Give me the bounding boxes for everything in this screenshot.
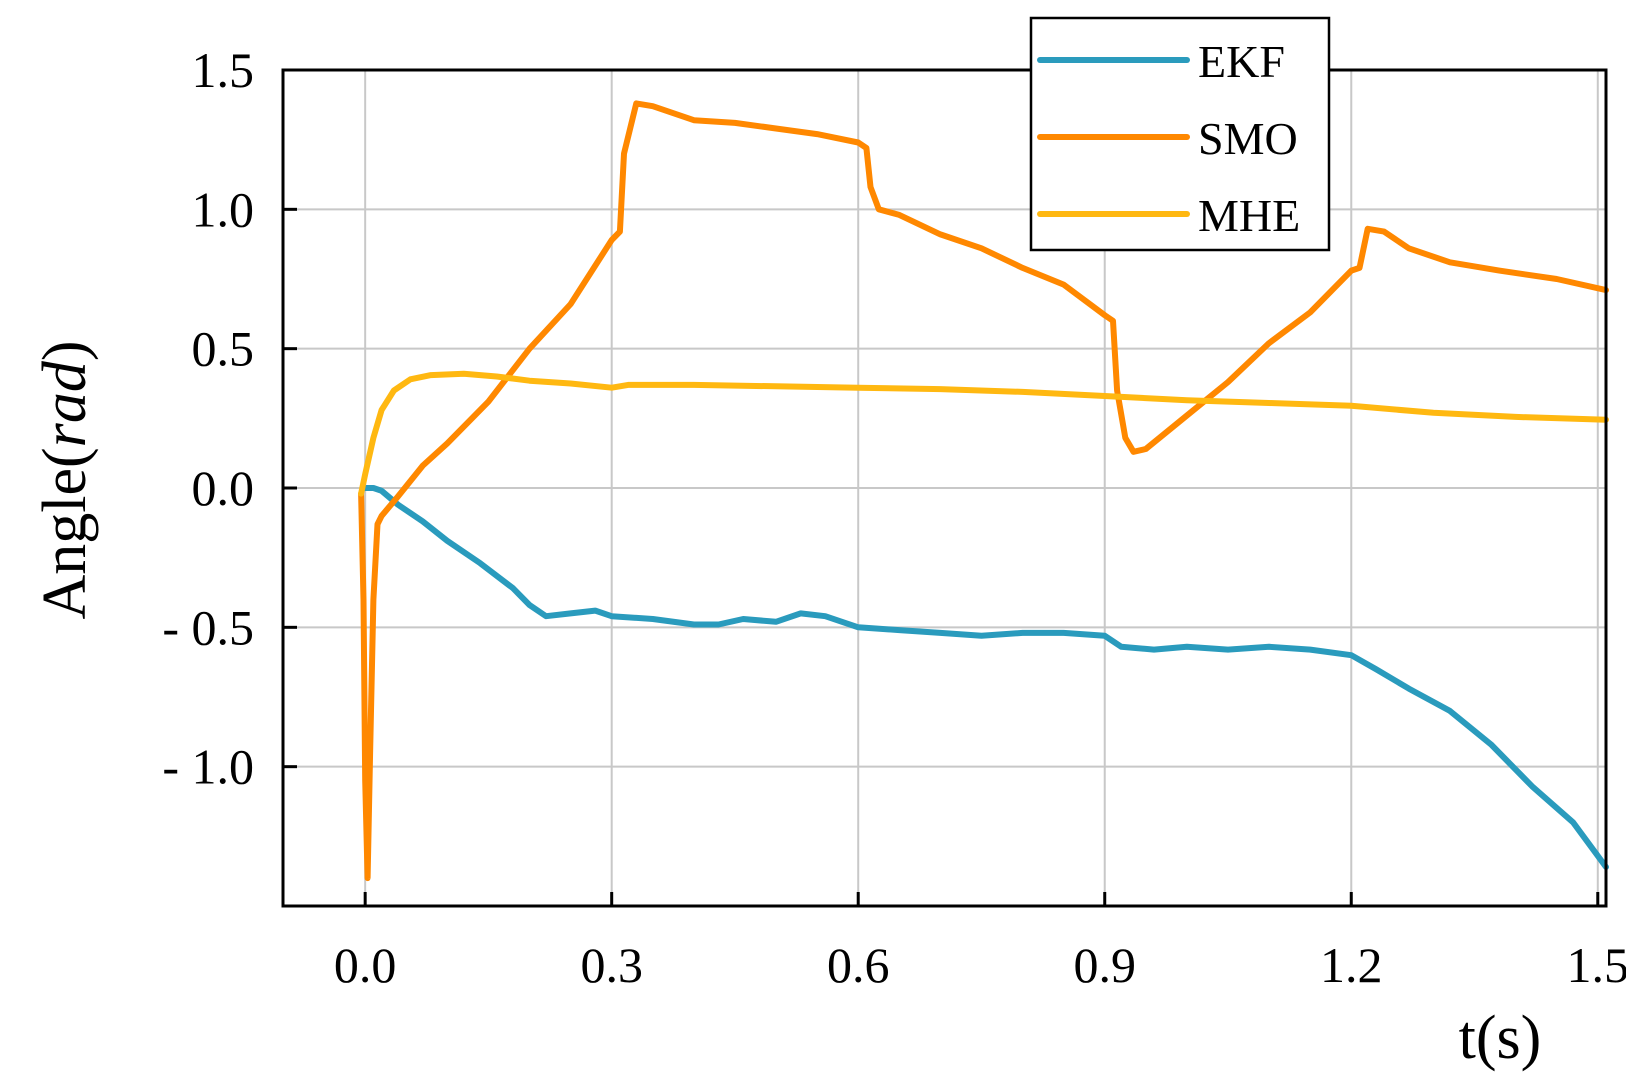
axis-ticks — [283, 68, 1600, 906]
x-axis-title: t(s) — [1459, 1004, 1542, 1072]
series-line-ekf — [362, 485, 1609, 870]
y-axis-title: Angle(rad) — [31, 341, 99, 620]
y-tick-label: - 0.5 — [162, 599, 254, 655]
x-tick-label: 0.0 — [334, 937, 397, 993]
y-axis-title-unit: rad — [31, 360, 99, 447]
x-tick-label: 0.9 — [1073, 937, 1136, 993]
legend: EKF SMO MHE — [1029, 16, 1331, 252]
y-axis-title-suffix: ) — [31, 341, 99, 362]
x-tick-label: 0.3 — [580, 937, 643, 993]
series-line-mhe — [358, 370, 1609, 497]
x-tick-label: 1.2 — [1320, 937, 1383, 993]
y-tick-label: 0.5 — [192, 321, 255, 377]
series-layer — [358, 100, 1609, 882]
y-axis-title-prefix: Angle( — [31, 447, 99, 619]
legend-label-smo: SMO — [1198, 113, 1298, 164]
x-tick-label: 1.5 — [1567, 937, 1626, 993]
series-line-smo — [358, 100, 1609, 882]
y-tick-label: 0.0 — [192, 460, 255, 516]
tick-labels: 0.0 0.3 0.6 0.9 1.2 1.5 - 1.0 - 0.5 0.0 0.5 1.0 1.5 — [162, 42, 1626, 993]
legend-label-ekf: EKF — [1198, 36, 1285, 87]
y-tick-label: 1.5 — [192, 42, 255, 98]
legend-label-mhe: MHE — [1198, 190, 1300, 241]
y-tick-label: 1.0 — [192, 181, 255, 237]
x-tick-label: 0.6 — [827, 937, 890, 993]
y-tick-label: - 1.0 — [162, 739, 254, 795]
